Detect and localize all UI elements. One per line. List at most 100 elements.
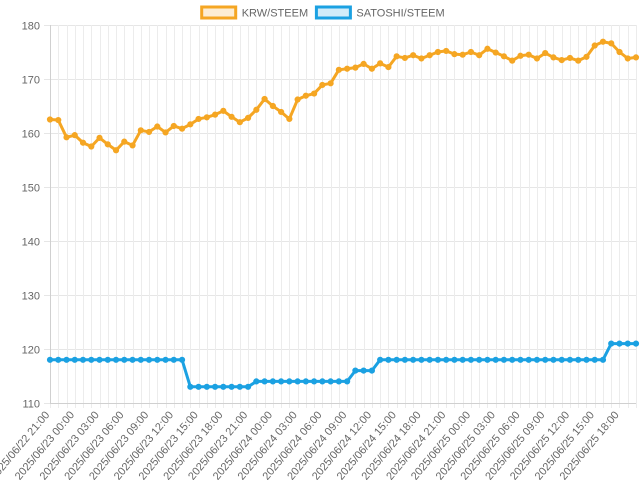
data-point[interactable] (401, 54, 408, 62)
data-point[interactable] (178, 125, 186, 132)
data-point[interactable] (393, 53, 400, 60)
data-point[interactable] (203, 383, 210, 390)
data-point[interactable] (591, 42, 598, 49)
data-point[interactable] (335, 66, 342, 73)
data-point[interactable] (632, 54, 640, 61)
data-point[interactable] (327, 378, 334, 385)
data-point[interactable] (360, 367, 367, 374)
data-point[interactable] (624, 340, 631, 347)
data-point[interactable] (583, 356, 590, 363)
data-point[interactable] (121, 356, 128, 363)
data-point[interactable] (451, 356, 458, 363)
data-point[interactable] (88, 356, 95, 363)
data-point[interactable] (550, 54, 557, 61)
data-point[interactable] (261, 95, 268, 103)
data-point[interactable] (451, 51, 458, 58)
data-point[interactable] (385, 64, 392, 71)
data-point[interactable] (550, 356, 557, 363)
data-point[interactable] (55, 116, 62, 124)
data-point[interactable] (459, 356, 466, 363)
data-point[interactable] (599, 356, 607, 363)
data-point[interactable] (137, 356, 144, 363)
data-point[interactable] (187, 383, 194, 390)
data-point[interactable] (96, 134, 103, 141)
data-point[interactable] (542, 49, 549, 57)
data-point[interactable] (236, 383, 243, 390)
data-point[interactable] (311, 90, 318, 97)
data-point[interactable] (286, 115, 293, 123)
data-point[interactable] (443, 47, 450, 55)
data-point[interactable] (344, 378, 351, 385)
data-point[interactable] (368, 367, 375, 374)
data-point[interactable] (228, 113, 235, 120)
data-point[interactable] (154, 123, 161, 130)
data-point[interactable] (591, 356, 598, 363)
data-point[interactable] (632, 340, 640, 347)
data-point[interactable] (129, 142, 136, 149)
data-point[interactable] (517, 52, 524, 59)
data-point[interactable] (96, 356, 103, 363)
data-point[interactable] (269, 378, 276, 385)
data-point[interactable] (220, 383, 227, 390)
data-point[interactable] (344, 65, 351, 72)
data-point[interactable] (368, 65, 375, 72)
data-point[interactable] (195, 115, 202, 123)
data-point[interactable] (88, 143, 95, 150)
data-point[interactable] (286, 378, 293, 385)
data-point[interactable] (410, 52, 417, 59)
data-point[interactable] (220, 107, 227, 114)
data-point[interactable] (46, 356, 54, 363)
data-point[interactable] (63, 134, 70, 141)
data-point[interactable] (377, 60, 384, 67)
data-point[interactable] (278, 108, 285, 116)
data-point[interactable] (426, 356, 433, 363)
data-point[interactable] (170, 356, 177, 363)
data-point[interactable] (443, 356, 450, 363)
data-point[interactable] (533, 356, 541, 363)
data-point[interactable] (253, 378, 260, 385)
data-point[interactable] (195, 383, 202, 390)
data-point[interactable] (492, 49, 499, 56)
data-point[interactable] (278, 378, 285, 385)
data-point[interactable] (608, 40, 615, 47)
data-point[interactable] (253, 106, 260, 113)
data-point[interactable] (170, 122, 177, 130)
data-point[interactable] (162, 129, 169, 136)
data-point[interactable] (71, 356, 78, 363)
data-point[interactable] (426, 52, 433, 59)
data-point[interactable] (352, 367, 359, 374)
data-point[interactable] (244, 114, 252, 121)
data-point[interactable] (467, 48, 475, 56)
data-point[interactable] (71, 132, 78, 139)
data-point[interactable] (327, 80, 334, 87)
data-point[interactable] (410, 356, 417, 363)
data-point[interactable] (63, 356, 70, 363)
data-point[interactable] (137, 127, 144, 134)
data-point[interactable] (566, 54, 574, 62)
data-point[interactable] (583, 53, 590, 60)
data-point[interactable] (178, 356, 186, 363)
data-point[interactable] (236, 119, 243, 126)
data-point[interactable] (211, 111, 219, 118)
data-point[interactable] (162, 356, 169, 363)
data-point[interactable] (525, 356, 532, 363)
data-point[interactable] (244, 383, 252, 390)
data-point[interactable] (385, 356, 392, 363)
data-point[interactable] (484, 356, 491, 363)
legend[interactable]: KRW/STEEM SATOSHI/STEEM (200, 5, 445, 20)
data-point[interactable] (360, 60, 367, 67)
data-point[interactable] (319, 81, 326, 89)
data-point[interactable] (269, 102, 276, 110)
data-point[interactable] (104, 356, 111, 363)
data-point[interactable] (187, 121, 194, 128)
data-point[interactable] (558, 356, 565, 363)
data-point[interactable] (112, 147, 120, 154)
data-point[interactable] (616, 340, 623, 347)
data-point[interactable] (533, 55, 541, 62)
data-point[interactable] (393, 356, 400, 363)
data-point[interactable] (476, 356, 483, 363)
data-point[interactable] (401, 356, 408, 363)
data-point[interactable] (55, 356, 62, 363)
data-point[interactable] (129, 356, 136, 363)
data-point[interactable] (459, 51, 466, 58)
